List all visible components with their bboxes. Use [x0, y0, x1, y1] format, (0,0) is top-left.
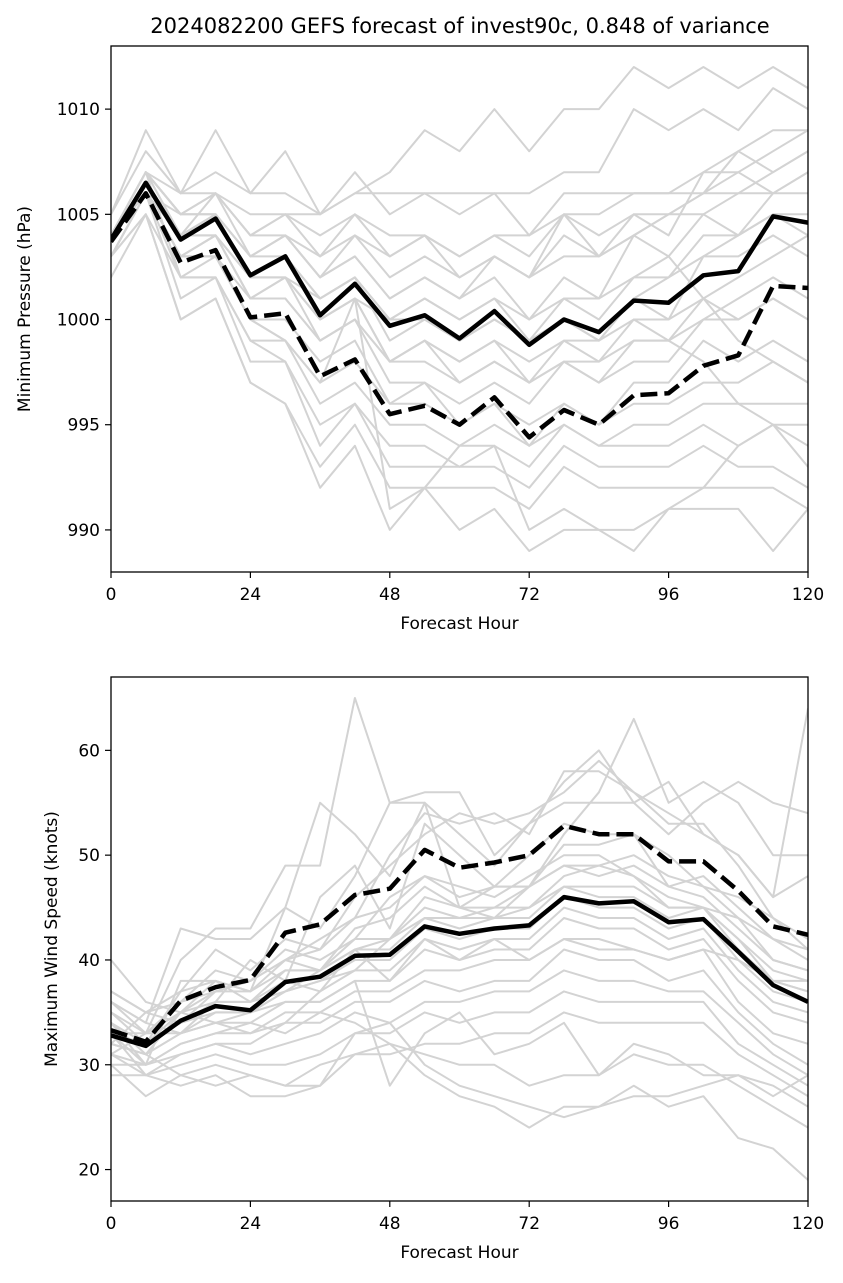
wind-ensemble-member-line: [111, 1011, 808, 1129]
pressure-x-tick-label: 96: [658, 585, 680, 605]
wind-y-tick-label: 60: [78, 741, 100, 761]
wind-ensemble-member-line: [111, 906, 808, 1056]
pressure-ensemble-member-line: [111, 213, 808, 552]
wind-ensemble-member-line: [111, 948, 808, 1077]
pressure-ensemble-member-line: [111, 87, 808, 216]
pressure-solid-line: [111, 180, 808, 348]
wind-panel: 0 24 48 72 96 120 20 30 40 50 60 Forecast Hour Maxim…: [42, 676, 824, 1263]
wind-ensemble-member-line: [111, 938, 808, 1035]
pressure-ensemble-member-line: [111, 192, 808, 426]
pressure-plot-area: [111, 66, 808, 552]
pressure-x-tick-label: 120: [792, 585, 824, 605]
wind-x-axis-label: Forecast Hour: [400, 1243, 518, 1263]
wind-x-tick-label: 96: [658, 1214, 680, 1234]
wind-x-tick-label: 0: [106, 1214, 117, 1234]
pressure-ensemble-member-line: [111, 192, 808, 489]
pressure-x-tick-label: 24: [240, 585, 262, 605]
wind-ensemble-member-line: [111, 1042, 808, 1181]
wind-ensemble-member-line: [111, 759, 808, 1014]
pressure-y-tick-label: 1005: [57, 205, 100, 225]
wind-axes-frame: [110, 676, 809, 1202]
wind-y-axis-label: Maximum Wind Speed (knots): [42, 811, 62, 1067]
pressure-y-tick-label: 1010: [57, 100, 100, 120]
wind-ensemble-member-line: [111, 1011, 808, 1098]
wind-solid-line: [111, 894, 808, 1049]
wind-y-tick-label: 20: [78, 1161, 100, 1181]
pressure-panel: 0 24 48 72 96 120 990 995 1000 1005 1010 Forecast H…: [15, 45, 824, 634]
wind-y-tick-label: 30: [78, 1056, 100, 1076]
pressure-ensemble-member-line: [111, 171, 808, 279]
wind-ensemble-member-line: [111, 990, 808, 1087]
pressure-ensemble-member-line: [111, 192, 808, 321]
pressure-y-axis-label: Minimum Pressure (hPa): [15, 206, 35, 412]
pressure-axes-frame: [110, 45, 809, 573]
pressure-x-tick-label: 0: [106, 585, 117, 605]
wind-y-tick-label: 50: [78, 846, 100, 866]
pressure-y-tick-label: 1000: [57, 311, 100, 331]
pressure-x-tick-label: 72: [518, 585, 540, 605]
wind-ensemble-member-line: [111, 885, 808, 1045]
wind-x-tick-label: 72: [518, 1214, 540, 1234]
wind-x-tick-label: 48: [379, 1214, 401, 1234]
wind-dashed-line: [111, 823, 808, 1044]
pressure-y-tick-label: 990: [68, 521, 100, 541]
wind-x-tick-label: 120: [792, 1214, 824, 1234]
pressure-ensemble-member-line: [111, 192, 808, 531]
pressure-y-tick-label: 995: [68, 416, 100, 436]
wind-ensemble-member-line: [111, 969, 808, 1077]
figure-title: 2024082200 GEFS forecast of invest90c, 0…: [150, 14, 769, 38]
wind-ensemble-member-line: [111, 708, 808, 1024]
pressure-ensemble-member-line: [111, 66, 808, 236]
wind-x-tick-label: 24: [240, 1214, 262, 1234]
wind-ensemble-member-line: [111, 864, 808, 1035]
wind-ensemble-member-line: [111, 979, 808, 1098]
pressure-x-tick-label: 48: [379, 585, 401, 605]
wind-ensemble-member-line: [111, 770, 808, 1045]
pressure-dashed-line: [111, 191, 808, 440]
pressure-ensemble-member-line: [111, 150, 808, 258]
wind-plot-area: [111, 697, 808, 1181]
wind-ensemble-member-line: [111, 854, 808, 1035]
wind-y-tick-label: 40: [78, 951, 100, 971]
pressure-x-axis-label: Forecast Hour: [400, 614, 518, 634]
